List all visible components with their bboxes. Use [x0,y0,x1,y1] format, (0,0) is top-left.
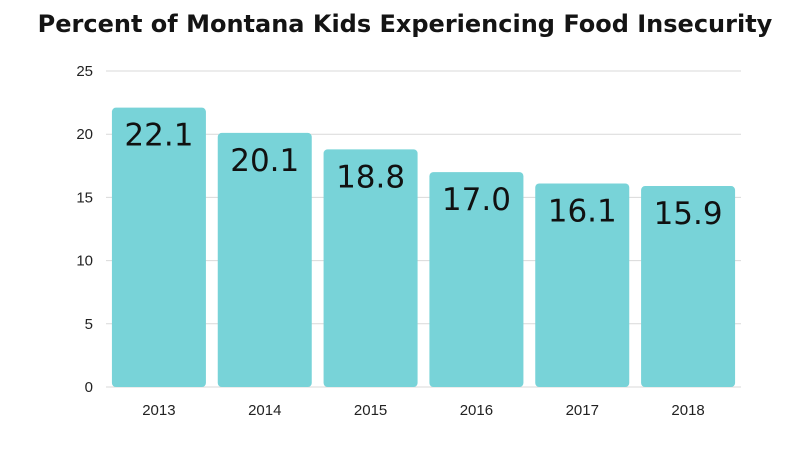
x-axis-ticks: 2013 2014 2015 2016 2017 2018 [142,402,705,419]
y-axis-ticks: 0 5 10 15 20 25 [76,63,93,396]
data-label-2014: 20.1 [230,143,299,179]
gridlines [106,70,741,388]
data-label-2018: 15.9 [654,196,723,232]
data-label-2016: 17.0 [442,182,511,218]
bar-2018 [641,186,736,387]
y-tick-label: 20 [76,126,93,143]
data-labels: 22.1 20.1 18.8 17.0 16.1 15.9 [124,118,722,232]
bar-2013 [111,107,206,387]
x-tick-label-2018: 2018 [671,402,704,419]
y-tick-label: 25 [76,63,93,80]
bar-2016 [429,172,524,387]
x-tick-label-2013: 2013 [142,402,175,419]
bar-2014 [217,132,312,387]
x-tick-label-2014: 2014 [248,402,281,419]
bars [111,107,736,387]
y-tick-label: 15 [76,189,93,206]
y-tick-label: 10 [76,253,93,270]
x-tick-label-2016: 2016 [460,402,493,419]
data-label-2017: 16.1 [548,193,617,229]
data-label-2015: 18.8 [336,159,405,195]
x-tick-label-2015: 2015 [354,402,387,419]
y-tick-label: 0 [85,379,93,396]
chart-title: Percent of Montana Kids Experiencing Foo… [37,10,773,38]
data-label-2013: 22.1 [124,118,193,154]
y-tick-label: 5 [85,316,93,333]
bar-2015 [323,149,418,387]
bar-2017 [535,183,630,387]
x-tick-label-2017: 2017 [566,402,599,419]
